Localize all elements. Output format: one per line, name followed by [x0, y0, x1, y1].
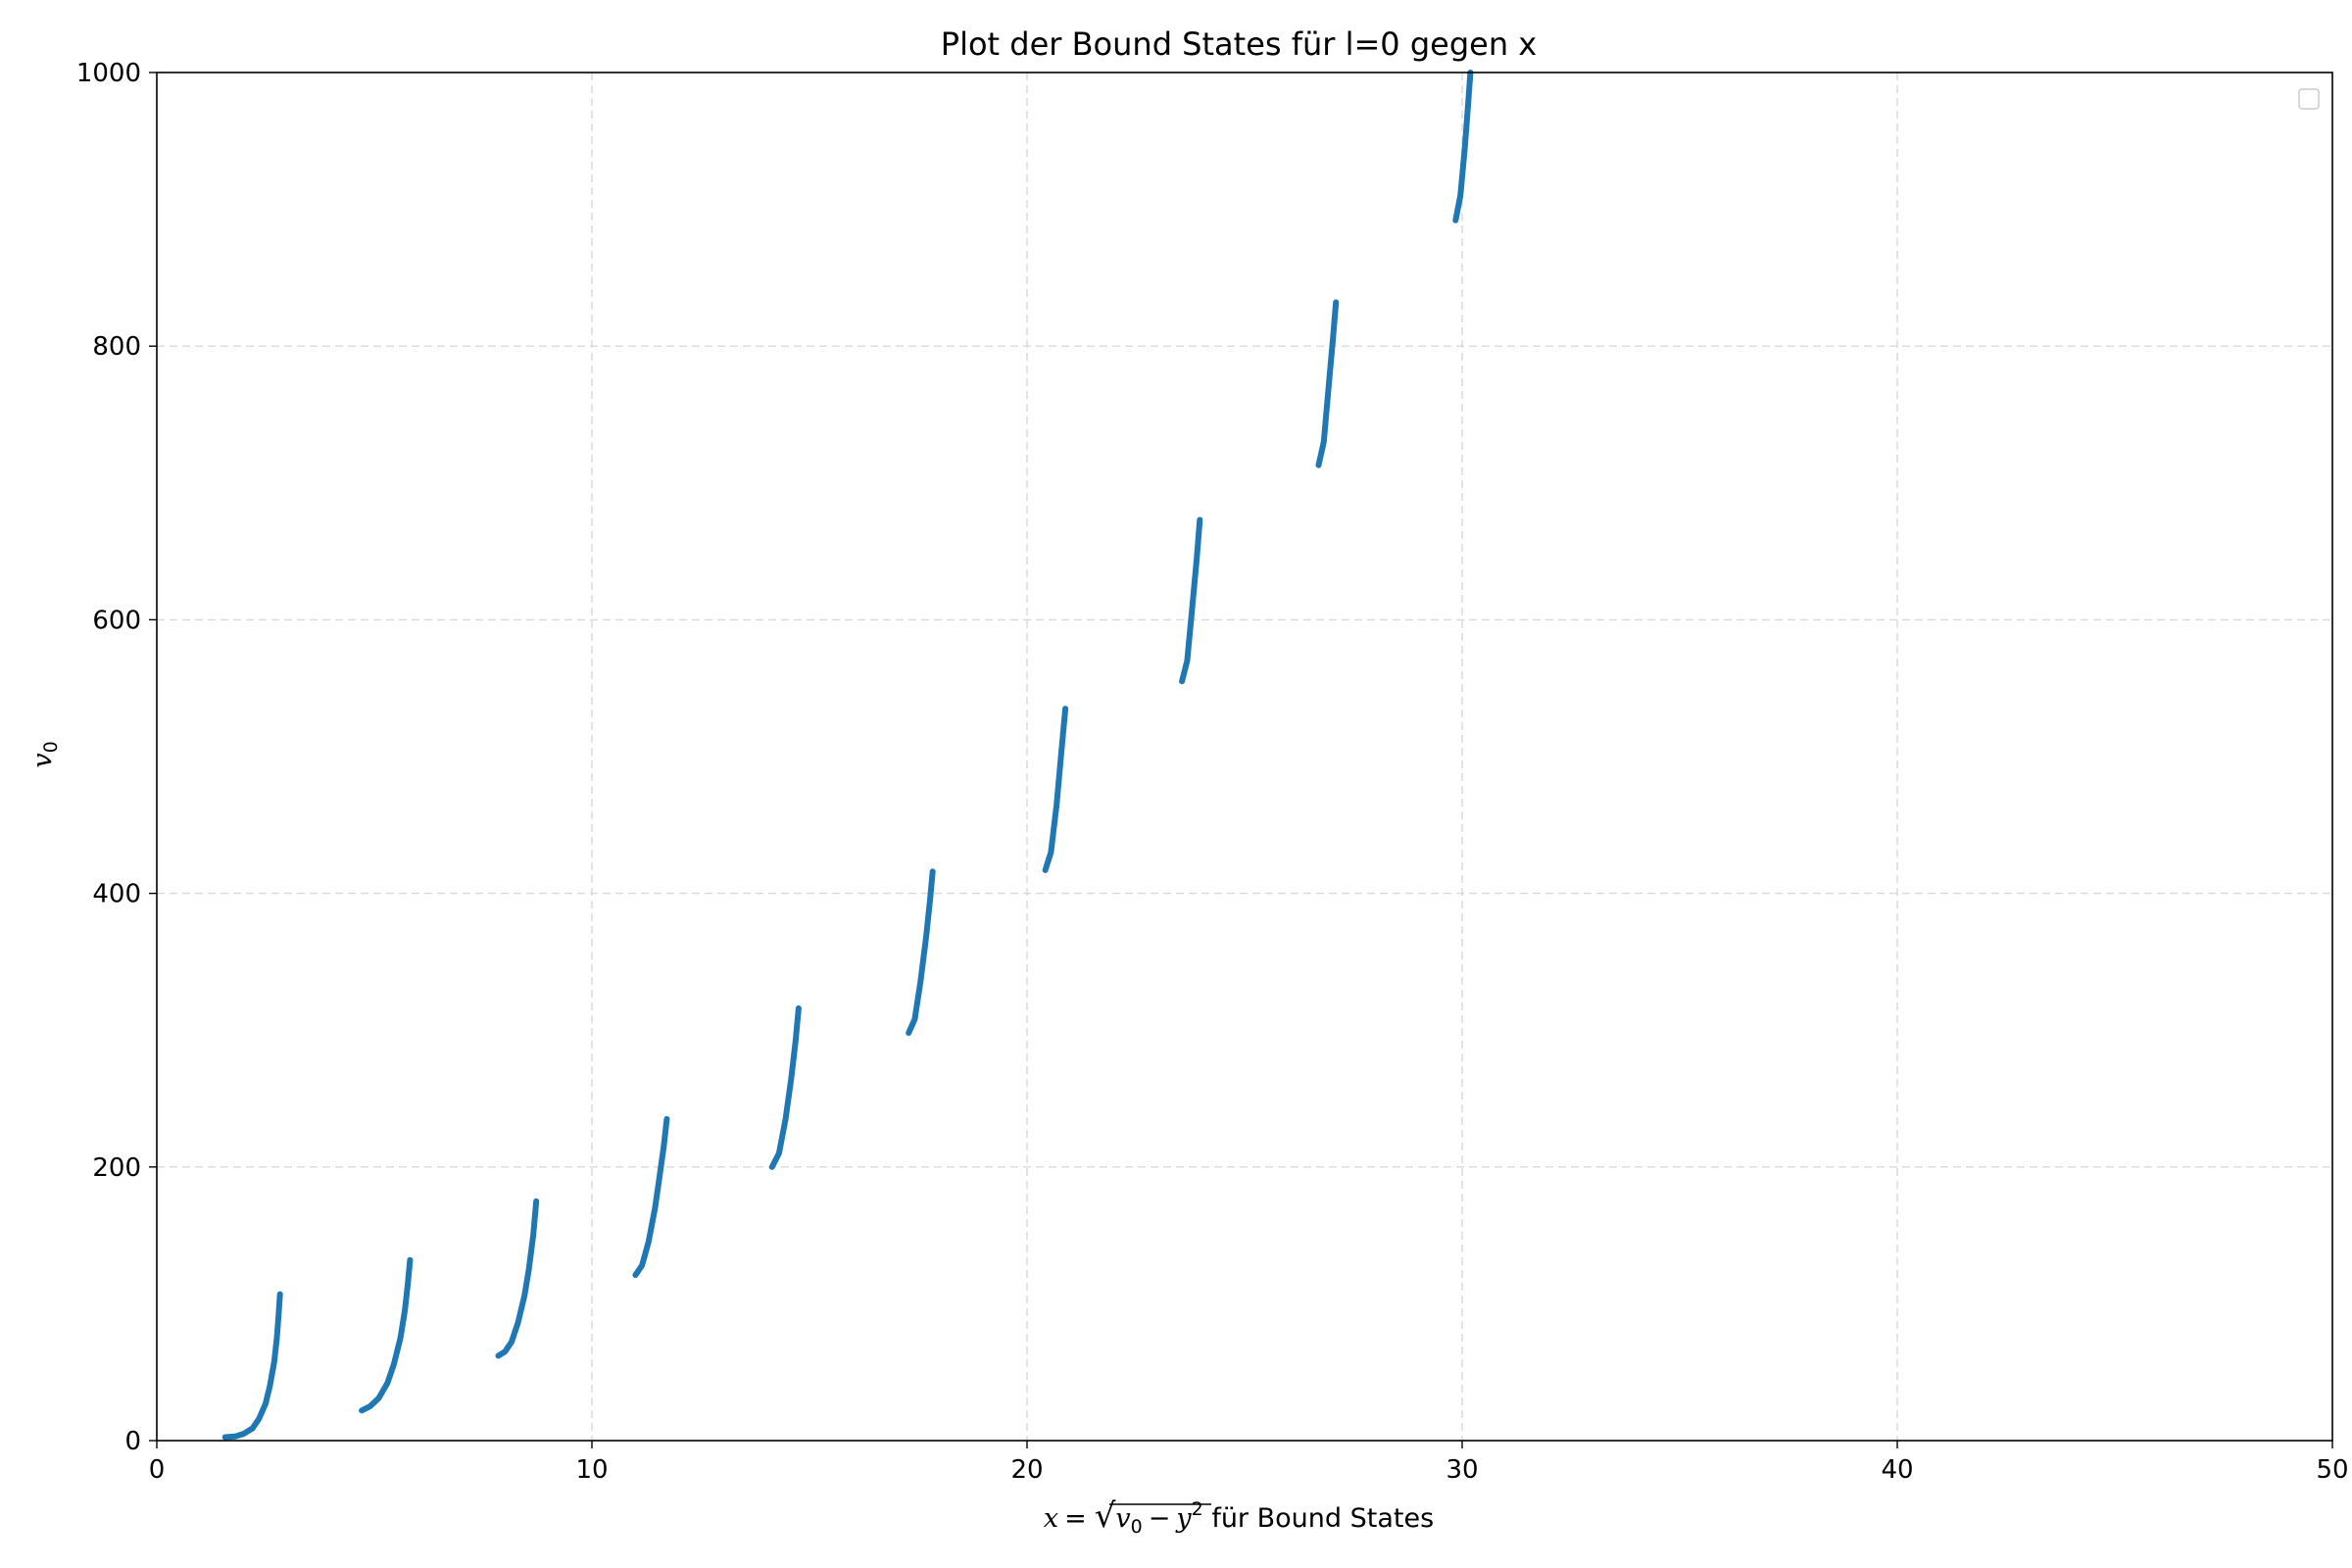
series-segment-2	[359, 1256, 414, 1414]
series-segment-9	[1315, 299, 1340, 468]
y-tick-label: 400	[92, 880, 141, 909]
series-segment-3	[495, 1198, 540, 1359]
y-tick-label: 200	[92, 1153, 141, 1183]
plot-frame	[156, 72, 2333, 1442]
x-tick-label: 10	[575, 1455, 608, 1485]
series-segment-6	[906, 868, 936, 1036]
series-segment-1	[221, 1291, 283, 1441]
y-axis-label: v0	[27, 741, 62, 767]
y-tick-label: 600	[92, 606, 141, 635]
series-segment-5	[768, 1004, 802, 1170]
y-tick-label: 0	[124, 1427, 141, 1456]
x-axis-label: x = √v0− y2 für Bound States	[1044, 1496, 1434, 1538]
grid	[157, 73, 2332, 1441]
series-layer	[221, 70, 1474, 1441]
y-tick-label: 800	[92, 332, 141, 362]
x-tick-label: 20	[1010, 1455, 1043, 1485]
series-segment-8	[1179, 516, 1203, 685]
series-segment-10	[1452, 70, 1474, 223]
x-tick-label: 40	[1881, 1455, 1913, 1485]
y-axis-label-group: v0	[27, 741, 62, 767]
ticks: 0 10 20 30 40 50 0 200 400 600 800 1000	[76, 59, 2349, 1485]
legend-box	[2298, 88, 2320, 110]
series-segment-7	[1042, 706, 1069, 873]
legend	[2298, 88, 2320, 110]
y-tick-label: 1000	[76, 59, 141, 88]
chart-title: Plot der Bound States für l=0 gegen x	[941, 25, 1537, 63]
x-tick-label: 50	[2316, 1455, 2348, 1485]
x-tick-label: 0	[149, 1455, 166, 1485]
x-tick-label: 30	[1446, 1455, 1478, 1485]
series-segment-4	[632, 1115, 670, 1279]
